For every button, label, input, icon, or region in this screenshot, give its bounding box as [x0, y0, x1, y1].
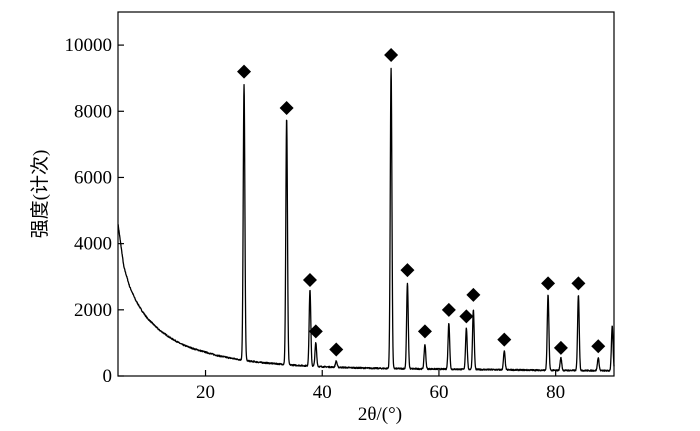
peak-marker-diamond [308, 324, 323, 339]
x-axis-tick-labels: 20 40 60 80 [196, 382, 565, 403]
peak-marker-diamond [541, 276, 556, 291]
x-tick-label: 40 [313, 382, 332, 403]
y-tick-label: 2000 [74, 300, 112, 321]
peak-marker-diamond [553, 340, 568, 355]
y-axis-title: 强度(计次) [29, 150, 51, 239]
y-tick-label: 4000 [74, 234, 112, 255]
y-tick-label: 8000 [74, 101, 112, 122]
peak-marker-diamond [302, 273, 317, 288]
plot-frame [117, 11, 615, 377]
peak-marker-diamond [279, 100, 294, 115]
peak-marker-diamond [441, 302, 456, 317]
y-axis-ticks [118, 44, 124, 377]
y-tick-label: 6000 [74, 167, 112, 188]
peak-marker-diamond [466, 287, 481, 302]
peak-marker-diamond [497, 332, 512, 347]
x-tick-label: 20 [196, 382, 215, 403]
peak-markers [237, 48, 606, 357]
peak-marker-diamond [417, 324, 432, 339]
peak-marker-diamond [400, 263, 415, 278]
peak-marker-diamond [329, 342, 344, 357]
peak-marker-diamond [384, 48, 399, 63]
x-tick-label: 60 [429, 382, 448, 403]
x-axis-title: 2θ/(°) [358, 404, 402, 425]
diffraction-pattern-line [117, 67, 615, 372]
peak-marker-diamond [459, 309, 474, 324]
y-tick-label: 0 [103, 366, 113, 387]
peak-marker-diamond [237, 64, 252, 79]
peak-marker-diamond [571, 276, 586, 291]
peak-marker-diamond [591, 339, 606, 354]
x-axis-ticks [204, 370, 557, 376]
y-axis-tick-labels: 0 2000 4000 6000 8000 10000 [65, 35, 113, 387]
x-tick-label: 80 [546, 382, 565, 403]
y-tick-label: 10000 [65, 35, 113, 56]
